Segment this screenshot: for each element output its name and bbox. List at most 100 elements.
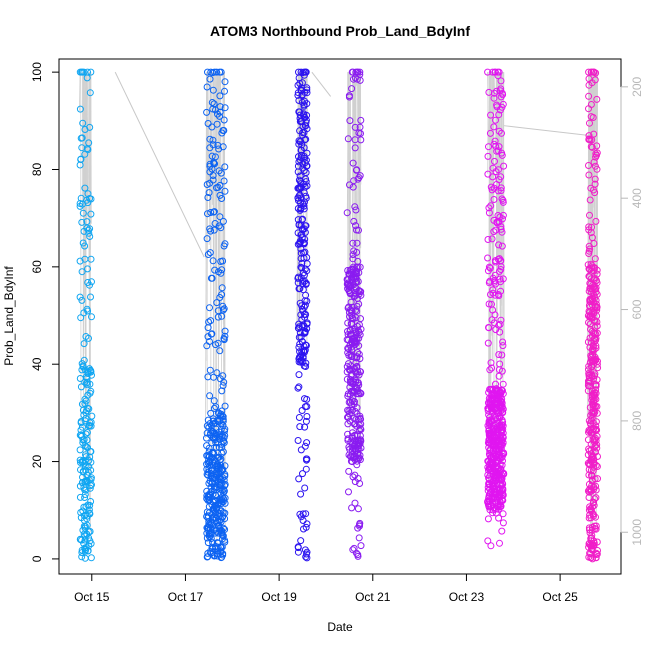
data-point xyxy=(83,374,91,382)
data-point xyxy=(211,220,219,227)
data-point xyxy=(218,387,226,395)
data-point xyxy=(346,283,354,291)
data-point xyxy=(81,478,89,486)
data-point xyxy=(79,439,87,447)
data-point xyxy=(302,465,310,473)
data-point xyxy=(357,315,364,323)
data-point xyxy=(203,235,211,243)
data-point xyxy=(204,120,212,127)
data-point xyxy=(489,386,497,394)
data-point xyxy=(220,378,228,386)
data-point xyxy=(343,276,351,284)
data-point xyxy=(217,224,225,232)
data-point xyxy=(82,409,90,417)
data-point xyxy=(586,211,593,219)
data-point xyxy=(220,486,228,493)
data-point xyxy=(355,174,363,182)
data-point xyxy=(204,68,211,76)
data-point xyxy=(354,175,362,183)
data-point xyxy=(80,516,88,524)
data-point xyxy=(490,319,498,327)
data-point xyxy=(297,255,305,262)
data-point xyxy=(86,89,94,97)
data-point xyxy=(203,342,211,350)
data-point xyxy=(80,340,88,348)
data-point xyxy=(221,163,229,171)
data-point xyxy=(485,300,493,308)
data-point xyxy=(593,270,601,278)
data-point xyxy=(209,490,217,498)
data-point xyxy=(301,313,309,321)
data-point xyxy=(209,176,217,184)
data-point xyxy=(587,325,594,333)
data-point xyxy=(586,460,594,468)
data-point xyxy=(221,402,229,410)
data-point xyxy=(214,183,222,191)
data-point xyxy=(348,352,356,360)
data-point xyxy=(214,141,222,149)
data-point xyxy=(593,444,601,452)
data-point xyxy=(344,436,352,444)
data-point xyxy=(206,225,214,233)
data-point xyxy=(497,476,505,483)
data-point xyxy=(208,330,216,338)
data-point xyxy=(357,116,365,124)
data-point xyxy=(349,394,357,402)
data-point xyxy=(345,467,353,475)
data-point xyxy=(593,142,601,150)
data-point xyxy=(217,515,225,523)
data-point xyxy=(206,392,214,400)
data-point xyxy=(303,520,311,528)
data-point xyxy=(345,488,352,496)
data-point xyxy=(206,75,214,83)
data-point xyxy=(349,473,357,481)
secondary-tick-label: 600 xyxy=(630,299,644,319)
data-point xyxy=(496,255,503,263)
data-point xyxy=(585,81,593,89)
data-point xyxy=(498,496,506,504)
data-point xyxy=(492,380,499,388)
data-point xyxy=(485,204,493,212)
data-point xyxy=(590,498,598,506)
data-point xyxy=(303,403,311,410)
data-point xyxy=(85,139,93,147)
data-point xyxy=(219,257,227,265)
data-point xyxy=(214,307,222,315)
data-point xyxy=(88,313,95,321)
data-point xyxy=(585,524,593,532)
data-point xyxy=(302,135,310,143)
data-point xyxy=(207,209,215,216)
data-point xyxy=(344,135,352,143)
data-point xyxy=(211,68,218,76)
data-point xyxy=(489,68,497,76)
data-point xyxy=(210,507,218,515)
data-points xyxy=(76,68,602,563)
data-point xyxy=(353,278,361,286)
data-point xyxy=(212,443,220,451)
y-tick-label: 40 xyxy=(30,357,44,371)
data-point xyxy=(492,168,500,176)
data-point xyxy=(297,263,305,271)
data-point xyxy=(298,117,306,125)
data-point xyxy=(212,479,220,487)
data-point xyxy=(85,229,93,237)
data-point xyxy=(496,539,503,547)
data-point xyxy=(218,195,226,202)
data-point xyxy=(205,189,213,197)
data-point xyxy=(206,135,214,143)
data-point xyxy=(301,395,308,403)
data-point xyxy=(77,194,85,202)
data-point xyxy=(498,472,506,480)
x-tick-label: Oct 15 xyxy=(74,590,110,604)
data-point xyxy=(495,514,503,522)
data-point xyxy=(489,431,497,439)
data-point xyxy=(206,160,214,168)
data-point xyxy=(80,503,88,511)
data-point xyxy=(203,108,211,116)
data-point xyxy=(216,517,224,525)
data-point xyxy=(209,545,217,553)
data-point xyxy=(296,127,304,135)
data-point xyxy=(296,423,304,431)
data-point xyxy=(356,521,363,529)
data-point xyxy=(495,366,503,374)
